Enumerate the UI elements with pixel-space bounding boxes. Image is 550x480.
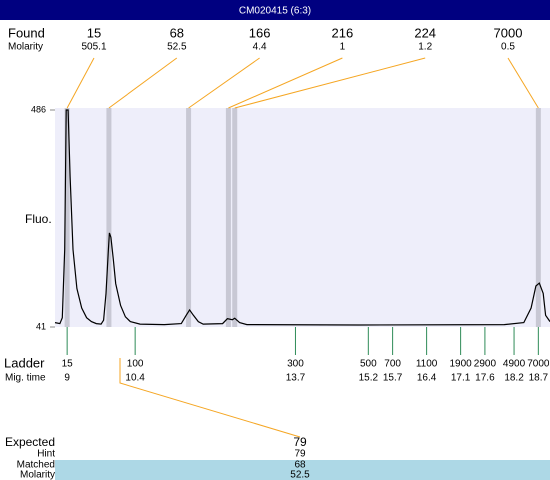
ladder-size: 2900 — [474, 359, 497, 370]
peak-band — [232, 108, 238, 327]
ladder-size: 15 — [62, 359, 74, 370]
ladder-time: 18.7 — [529, 373, 549, 384]
peak-connector — [234, 57, 426, 109]
ladder-time: 18.2 — [504, 373, 524, 384]
found-molarity: 1 — [340, 42, 346, 53]
ladder-time: 17.1 — [451, 373, 471, 384]
ladder-time: 10.4 — [125, 373, 145, 384]
peak-connector — [66, 57, 95, 109]
molarity-label: Molarity — [8, 42, 43, 53]
found-size: 15 — [87, 25, 101, 40]
peak-band — [535, 108, 541, 327]
ladder-time: 17.6 — [475, 373, 495, 384]
ladder-size: 1900 — [449, 359, 472, 370]
ladder-time: 16.4 — [417, 373, 437, 384]
peak-connector — [507, 57, 539, 109]
y-tick-label: 41 — [36, 321, 46, 331]
match-connector — [119, 358, 301, 438]
peak-connector — [228, 57, 343, 109]
ladder-size: 500 — [360, 359, 377, 370]
mig-time-label: Mig. time — [5, 373, 46, 384]
y-tick-label: 486 — [31, 104, 46, 114]
peak-connector — [108, 57, 178, 109]
ladder-time: 15.2 — [359, 373, 379, 384]
peak-connector — [188, 57, 260, 109]
found-size: 166 — [249, 25, 271, 40]
ladder-size: 7000 — [527, 359, 550, 370]
ladder-size: 100 — [127, 359, 144, 370]
header-bar — [0, 0, 550, 20]
trace — [54, 109, 550, 326]
peak-band — [106, 108, 112, 327]
header-title: CM020415 (6:3) — [239, 6, 311, 17]
found-size: 68 — [170, 25, 184, 40]
found-size: 7000 — [494, 25, 523, 40]
ladder-size: 300 — [287, 359, 304, 370]
expected-value: 52.5 — [290, 470, 310, 480]
ladder-label: Ladder — [4, 355, 45, 370]
expected-label: Hint — [37, 449, 55, 460]
found-molarity: 52.5 — [167, 42, 187, 53]
found-molarity: 0.5 — [501, 42, 515, 53]
peak-band — [225, 108, 231, 327]
expected-label: Matched — [17, 460, 55, 471]
y-axis-label: Fluo. — [25, 212, 52, 226]
ladder-size: 700 — [384, 359, 401, 370]
found-molarity: 505.1 — [81, 42, 106, 53]
found-label: Found — [8, 25, 45, 40]
found-size: 224 — [414, 25, 436, 40]
matched-band — [55, 460, 550, 480]
ladder-time: 9 — [64, 373, 70, 384]
expected-value: 68 — [294, 460, 306, 471]
plot-area — [55, 108, 550, 327]
expected-label: Molarity — [20, 470, 55, 480]
expected-label: Expected — [5, 435, 55, 449]
found-molarity: 4.4 — [253, 42, 267, 53]
ladder-size: 1100 — [416, 359, 438, 370]
ladder-time: 15.7 — [383, 373, 403, 384]
ladder-time: 13.7 — [286, 373, 306, 384]
peak-band — [64, 108, 70, 327]
found-molarity: 1.2 — [418, 42, 432, 53]
expected-value: 79 — [293, 435, 307, 449]
expected-value: 79 — [294, 449, 306, 460]
peak-band — [186, 108, 192, 327]
found-size: 216 — [332, 25, 354, 40]
ladder-size: 4900 — [503, 359, 526, 370]
